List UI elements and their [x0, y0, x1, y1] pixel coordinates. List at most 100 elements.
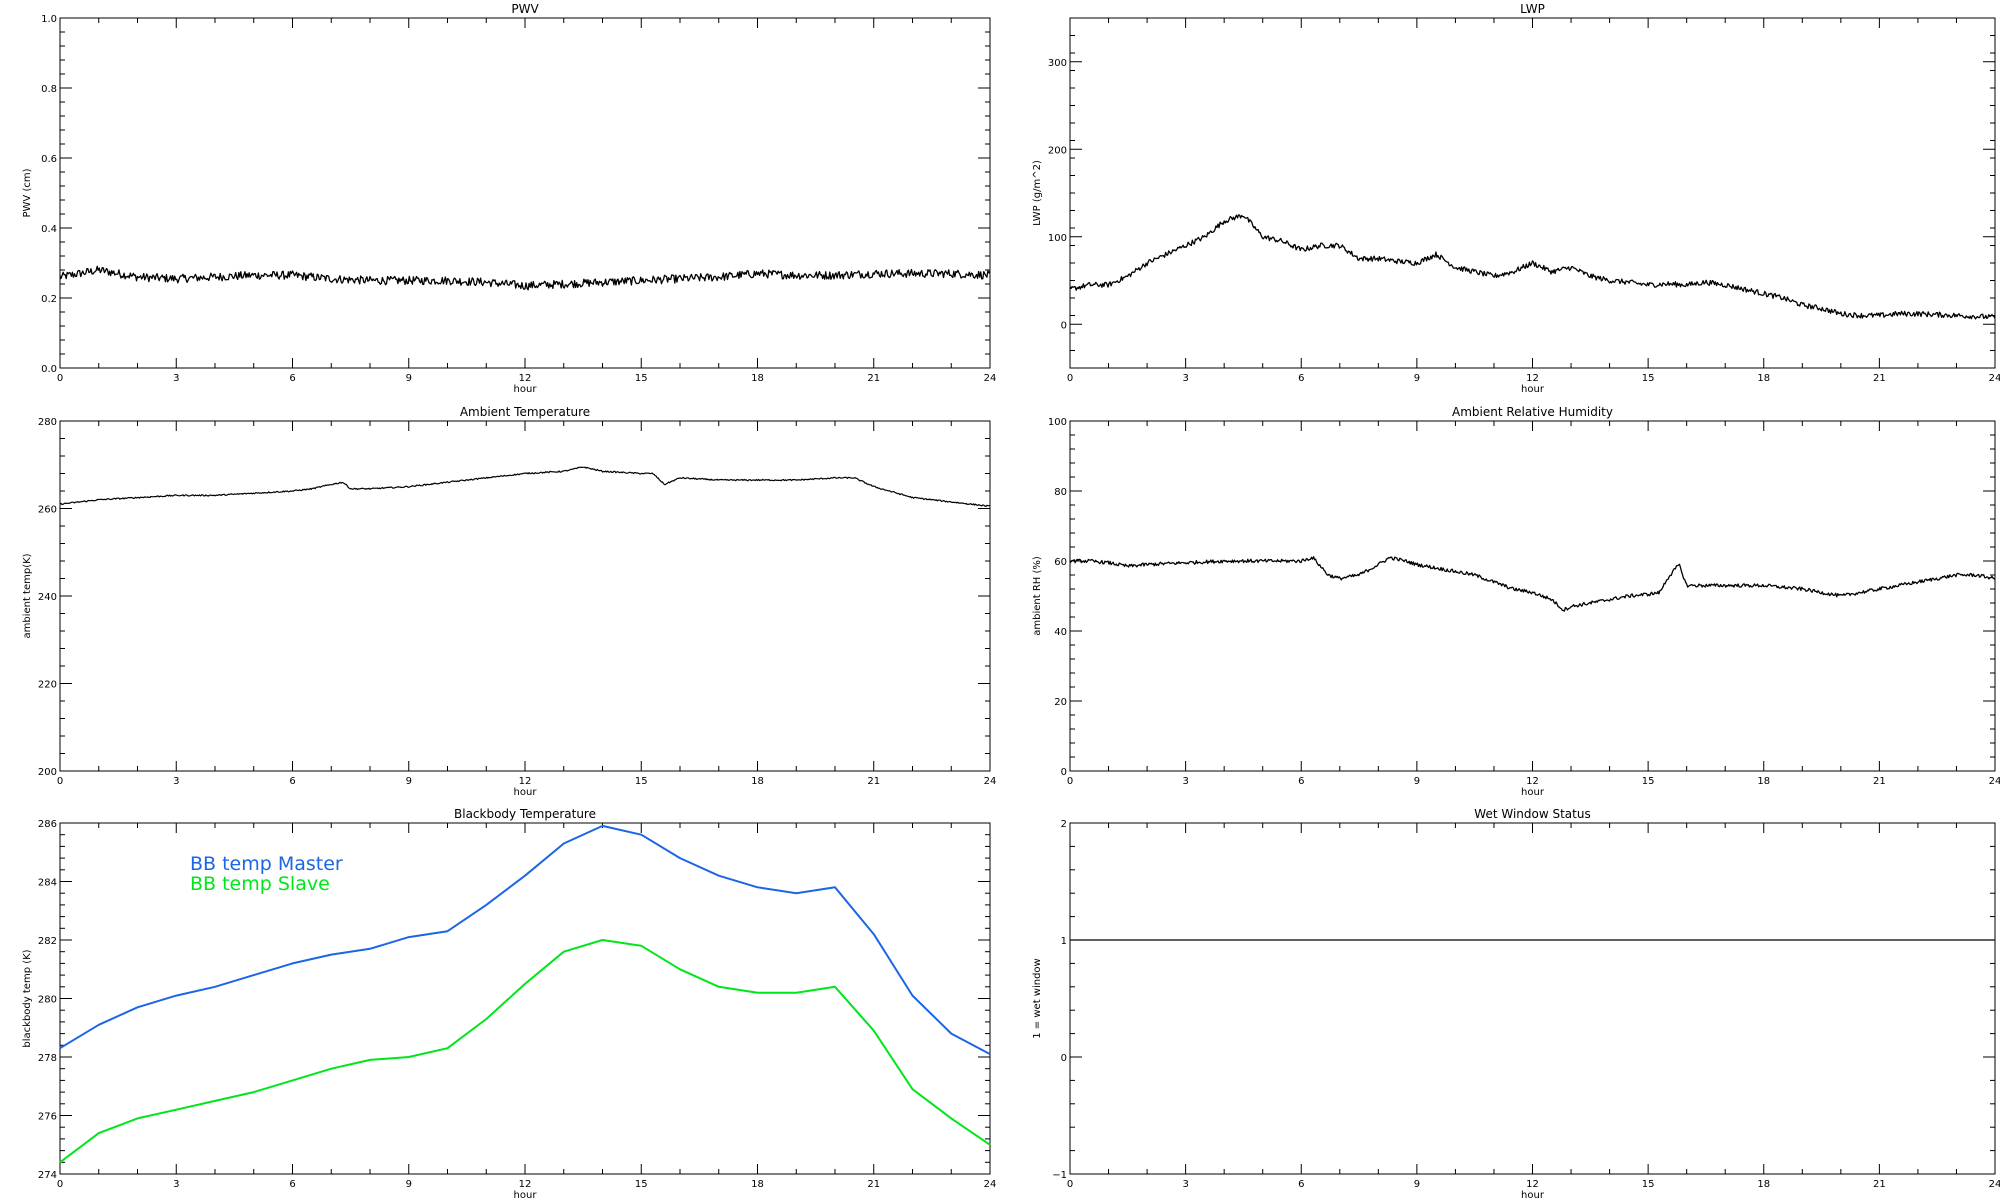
x-tick-label: 18 — [751, 373, 764, 384]
y-axis-label: blackbody temp (K) — [22, 949, 33, 1047]
x-tick-label: 15 — [1642, 373, 1655, 384]
y-tick-label: 286 — [38, 819, 57, 830]
x-tick-label: 18 — [1757, 373, 1770, 384]
x-tick-label: 24 — [984, 373, 997, 384]
x-tick-label: 3 — [1182, 776, 1188, 787]
x-tick-label: 12 — [1526, 373, 1539, 384]
x-axis-label: hour — [514, 384, 538, 395]
series-line-lwp — [1069, 214, 1996, 320]
panel-title: Blackbody Temperature — [454, 807, 596, 821]
y-tick-label: 280 — [38, 417, 57, 428]
x-tick-label: 15 — [635, 776, 648, 787]
plot-frame — [1069, 420, 1996, 772]
x-tick-label: 3 — [173, 1179, 179, 1190]
y-axis-label: LWP (g/m^2) — [1032, 160, 1043, 226]
y-tick-label: 276 — [38, 1112, 57, 1123]
x-tick-label: 24 — [984, 1179, 997, 1190]
y-tick-label: 220 — [38, 680, 57, 691]
x-tick-label: 6 — [289, 373, 295, 384]
y-tick-label: 60 — [1054, 557, 1067, 568]
y-axis-label: PWV (cm) — [22, 168, 33, 217]
y-tick-label: 20 — [1054, 697, 1067, 708]
y-tick-label: 0.2 — [41, 294, 57, 305]
panel-title: Wet Window Status — [1474, 807, 1590, 821]
y-axis-label: 1 = wet window — [1032, 958, 1043, 1038]
legend-entry: BB temp Master — [190, 853, 343, 875]
x-tick-label: 15 — [1642, 1179, 1655, 1190]
y-tick-label: 0.8 — [41, 84, 57, 95]
x-tick-label: 18 — [1757, 1179, 1770, 1190]
x-axis-label: hour — [1521, 787, 1545, 798]
y-tick-label: 300 — [1048, 58, 1067, 69]
x-tick-label: 12 — [519, 776, 532, 787]
x-tick-label: 12 — [1526, 1179, 1539, 1190]
panel-title: LWP — [1520, 2, 1545, 16]
x-tick-label: 6 — [289, 776, 295, 787]
panel-pwv: PWV 0 3 6 9 12 15 18 21 24 hour 0.0 0.2 0.4 0.6 0.8 1.0 P… — [22, 2, 996, 395]
y-tick-label: 260 — [38, 505, 57, 516]
y-tick-label: 1 — [1061, 936, 1067, 947]
x-tick-label: 24 — [1989, 1179, 2000, 1190]
y-tick-label: 80 — [1054, 487, 1067, 498]
x-tick-label: 15 — [1642, 776, 1655, 787]
x-tick-label: 0 — [1067, 373, 1073, 384]
x-tick-label: 12 — [519, 373, 532, 384]
x-axis-label: hour — [514, 787, 538, 798]
x-tick-label: 9 — [1414, 776, 1420, 787]
x-tick-label: 3 — [1182, 373, 1188, 384]
y-tick-label: −1 — [1052, 1170, 1067, 1181]
y-tick-label: 0 — [1061, 320, 1067, 331]
x-tick-label: 21 — [867, 1179, 880, 1190]
x-tick-label: 15 — [635, 1179, 648, 1190]
x-axis-label: hour — [1521, 384, 1545, 395]
series-line-bb-temp-slave — [59, 939, 991, 1164]
y-axis-label: ambient temp(K) — [22, 553, 33, 638]
y-tick-label: 282 — [38, 936, 57, 947]
y-tick-label: 0.0 — [41, 364, 57, 375]
y-tick-label: 200 — [38, 767, 57, 778]
x-tick-label: 0 — [1067, 776, 1073, 787]
panel-ambient-relative-humidity: Ambient Relative Humidity 0 3 6 9 12 15 18 21 24 h… — [1032, 405, 2000, 798]
plot-frame — [1069, 822, 1996, 1175]
y-tick-label: 278 — [38, 1053, 57, 1064]
x-tick-label: 24 — [984, 776, 997, 787]
x-tick-label: 21 — [1873, 776, 1886, 787]
y-tick-label: 240 — [38, 592, 57, 603]
x-tick-label: 6 — [1298, 776, 1304, 787]
y-tick-label: 100 — [1048, 417, 1067, 428]
x-axis-label: hour — [514, 1190, 538, 1200]
x-tick-label: 9 — [406, 776, 412, 787]
legend-entry: BB temp Slave — [190, 873, 330, 895]
y-tick-label: 274 — [38, 1170, 57, 1181]
x-tick-label: 12 — [1526, 776, 1539, 787]
x-tick-label: 24 — [1989, 373, 2000, 384]
y-tick-label: 284 — [38, 878, 57, 889]
x-tick-label: 21 — [867, 776, 880, 787]
x-tick-label: 9 — [1414, 1179, 1420, 1190]
x-tick-label: 0 — [57, 776, 63, 787]
x-tick-label: 3 — [173, 373, 179, 384]
panel-title: Ambient Relative Humidity — [1452, 405, 1613, 419]
x-tick-label: 9 — [1414, 373, 1420, 384]
series-line-ambient-relative-humidity — [1069, 556, 1996, 612]
panel-blackbody-temperature: Blackbody Temperature 0 3 6 9 12 15 18 21 24 hour 2… — [22, 807, 997, 1201]
x-tick-label: 18 — [1757, 776, 1770, 787]
x-tick-label: 24 — [1989, 776, 2000, 787]
plot-frame — [59, 17, 991, 369]
x-tick-label: 6 — [1298, 1179, 1304, 1190]
x-tick-label: 12 — [519, 1179, 532, 1190]
x-tick-label: 3 — [173, 776, 179, 787]
series-line-pwv — [59, 265, 991, 291]
y-tick-label: 0 — [1061, 767, 1067, 778]
y-tick-label: 280 — [38, 995, 57, 1006]
y-tick-label: 2 — [1061, 819, 1067, 830]
x-tick-label: 6 — [289, 1179, 295, 1190]
y-tick-label: 0.4 — [41, 224, 57, 235]
y-tick-label: 1.0 — [41, 14, 57, 25]
x-tick-label: 21 — [1873, 373, 1886, 384]
x-tick-label: 18 — [751, 1179, 764, 1190]
y-tick-label: 40 — [1054, 627, 1067, 638]
